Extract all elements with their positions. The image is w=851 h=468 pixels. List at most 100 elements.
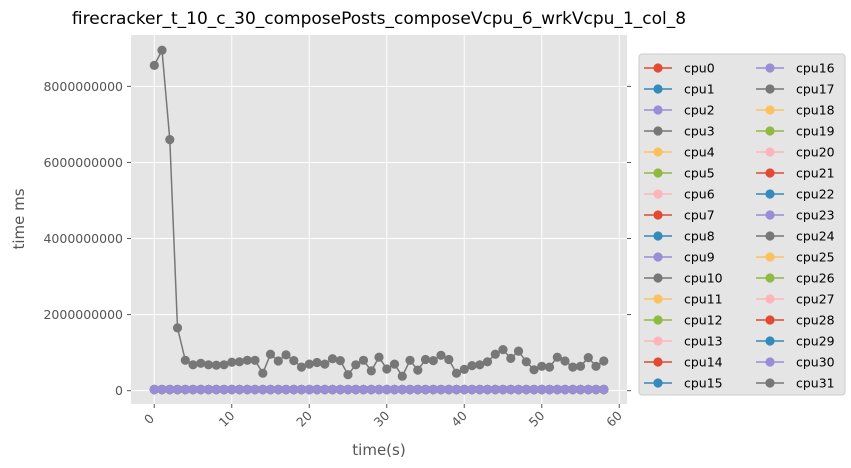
data-point-cpu31 [289, 356, 299, 366]
legend-swatch-marker [653, 294, 663, 304]
data-point-cpu31 [149, 60, 159, 70]
legend-swatch-marker [653, 357, 663, 367]
legend-label-cpu11: cpu11 [684, 292, 723, 307]
data-point-cpu30 [304, 384, 314, 395]
data-point-cpu31 [467, 361, 477, 371]
data-point-cpu31 [312, 357, 322, 368]
legend-label-cpu0: cpu0 [684, 61, 715, 76]
legend-label-cpu15: cpu15 [684, 376, 723, 391]
legend-swatch-marker [653, 147, 663, 157]
data-point-cpu31 [320, 359, 330, 369]
data-point-cpu31 [227, 357, 237, 367]
data-point-cpu31 [413, 365, 423, 375]
legend-label-cpu13: cpu13 [684, 334, 723, 349]
data-point-cpu30 [258, 384, 268, 395]
data-point-cpu31 [568, 362, 578, 372]
legend-label-cpu12: cpu12 [684, 313, 723, 328]
x-tick-label: 20 [293, 408, 315, 430]
data-point-cpu30 [599, 384, 609, 395]
data-point-cpu30 [428, 384, 438, 395]
data-point-cpu31 [343, 370, 353, 380]
legend-swatch-marker [653, 315, 663, 325]
data-point-cpu30 [575, 384, 586, 395]
data-point-cpu30 [211, 384, 221, 395]
data-point-cpu30 [289, 384, 299, 395]
chart-title: firecracker_t_10_c_30_composePosts_compo… [72, 9, 686, 29]
data-point-cpu30 [227, 384, 237, 395]
series-markers [149, 45, 609, 395]
data-point-cpu31 [405, 355, 415, 365]
legend-swatch-marker [653, 63, 663, 73]
y-tick-label: 0 [115, 383, 123, 398]
data-point-cpu30 [382, 384, 392, 395]
data-point-cpu31 [490, 349, 500, 359]
data-point-cpu30 [234, 384, 245, 395]
data-point-cpu30 [459, 384, 469, 395]
legend-label-cpu5: cpu5 [684, 166, 715, 181]
data-point-cpu31 [211, 360, 221, 370]
data-point-cpu30 [436, 384, 446, 395]
legend-label-cpu30: cpu30 [796, 355, 835, 370]
data-point-cpu31 [374, 352, 384, 362]
legend-swatch-marker [653, 378, 663, 388]
legend-swatch-marker [765, 273, 775, 283]
data-point-cpu30 [172, 384, 183, 395]
legend-swatch-marker [653, 168, 663, 178]
data-point-cpu30 [273, 384, 283, 395]
data-point-cpu30 [165, 384, 175, 395]
legend-label-cpu3: cpu3 [684, 124, 715, 139]
legend-label-cpu24: cpu24 [796, 229, 835, 244]
legend-swatch-marker [653, 336, 663, 346]
data-point-cpu30 [529, 384, 539, 395]
legend-label-cpu26: cpu26 [796, 271, 835, 286]
legend-swatch-marker [653, 189, 663, 199]
data-point-cpu31 [537, 361, 547, 371]
x-tick-label: 10 [216, 408, 238, 430]
legend-label-cpu1: cpu1 [684, 82, 715, 97]
legend-label-cpu17: cpu17 [796, 82, 835, 97]
data-point-cpu31 [436, 350, 446, 360]
data-point-cpu31 [498, 345, 508, 355]
x-axis-label: time(s) [352, 441, 405, 459]
legend-label-cpu25: cpu25 [796, 250, 835, 265]
data-point-cpu31 [180, 355, 190, 365]
data-point-cpu30 [343, 384, 353, 395]
legend-swatch-marker [765, 210, 775, 220]
data-point-cpu31 [544, 362, 555, 372]
y-tick-label: 2000000000 [43, 307, 123, 322]
data-point-cpu31 [451, 368, 462, 378]
legend-label-cpu20: cpu20 [796, 145, 835, 160]
data-point-cpu31 [335, 356, 345, 366]
legend-swatch-marker [765, 126, 775, 136]
data-point-cpu31 [583, 353, 593, 363]
legend-swatch-marker [765, 147, 775, 157]
data-point-cpu30 [250, 384, 260, 395]
data-point-cpu31 [351, 360, 361, 370]
grid-lines [131, 35, 627, 404]
data-point-cpu31 [521, 357, 531, 367]
data-point-cpu30 [568, 384, 578, 395]
data-point-cpu31 [506, 353, 516, 363]
data-point-cpu30 [366, 384, 376, 395]
y-tick-label: 6000000000 [43, 155, 123, 170]
data-point-cpu30 [358, 384, 369, 395]
data-point-cpu30 [389, 384, 400, 395]
data-point-cpu31 [281, 350, 291, 360]
data-point-cpu31 [575, 361, 586, 371]
legend-label-cpu23: cpu23 [796, 208, 835, 223]
legend-label-cpu19: cpu19 [796, 124, 835, 139]
data-point-cpu31 [296, 362, 307, 372]
legend-label-cpu8: cpu8 [684, 229, 715, 244]
legend-swatch-marker [765, 378, 775, 388]
legend-swatch-marker [765, 294, 775, 304]
data-point-cpu30 [560, 384, 570, 395]
data-point-cpu30 [475, 384, 485, 395]
legend-label-cpu2: cpu2 [684, 103, 715, 118]
data-point-cpu30 [219, 384, 229, 395]
data-point-cpu30 [591, 384, 601, 395]
legend-label-cpu28: cpu28 [796, 313, 835, 328]
data-point-cpu31 [188, 360, 198, 370]
x-tick-label: 60 [603, 408, 625, 430]
legend-swatch-marker [765, 336, 775, 346]
